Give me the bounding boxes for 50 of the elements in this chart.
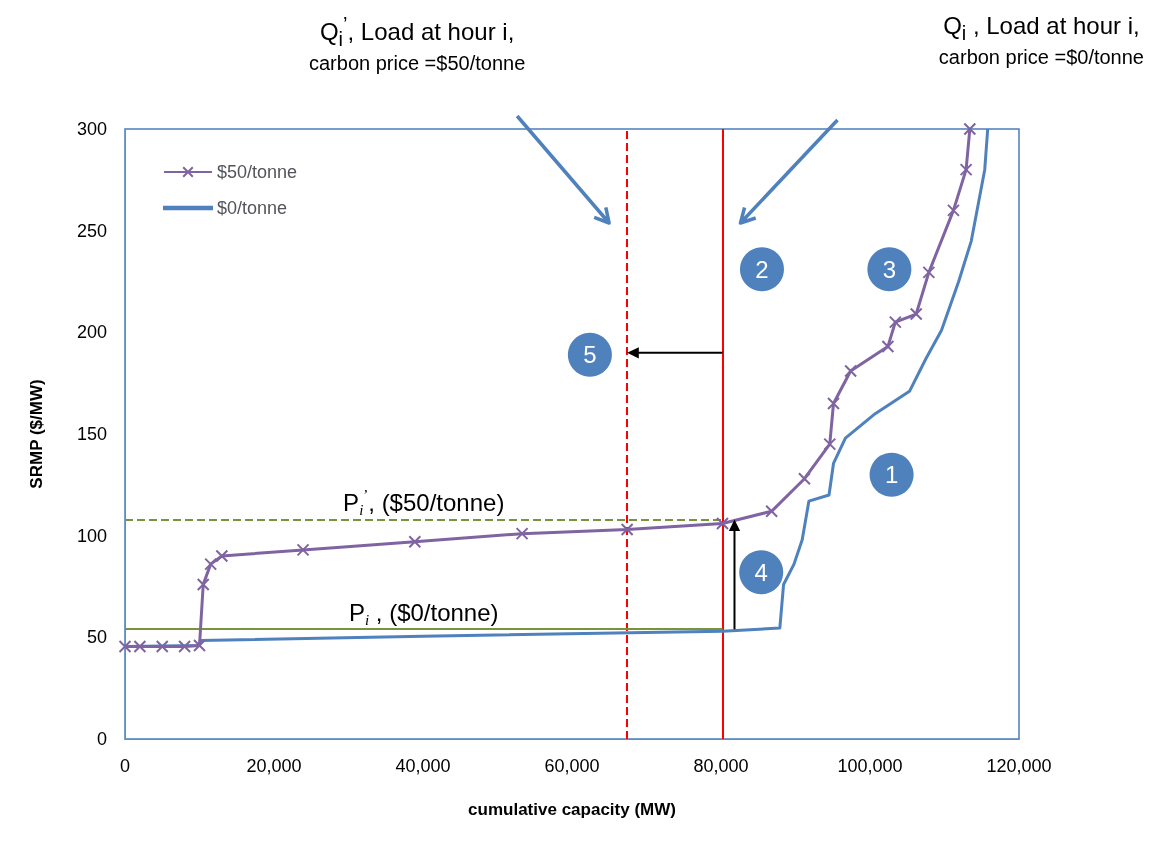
annotation: 5 bbox=[583, 341, 597, 369]
annotation: 3 bbox=[882, 255, 897, 283]
point bbox=[959, 163, 973, 177]
point bbox=[823, 437, 837, 451]
x-tick-label: 100,000 bbox=[837, 756, 903, 776]
point bbox=[946, 203, 960, 217]
point bbox=[922, 265, 936, 279]
text: Q$_{i}$$^{’}$, Load at hour i, carbon price =$50/tonne bbox=[308, 12, 527, 75]
point bbox=[215, 549, 229, 563]
point bbox=[888, 315, 902, 329]
x-tick-label: 40,000 bbox=[395, 756, 451, 776]
y-tick-label: 300 bbox=[76, 119, 107, 139]
point bbox=[797, 472, 811, 486]
point bbox=[765, 504, 779, 518]
point bbox=[844, 364, 858, 378]
point bbox=[620, 523, 634, 537]
y-tick-label: 200 bbox=[76, 322, 107, 343]
point bbox=[118, 639, 132, 653]
point bbox=[963, 122, 977, 136]
y-axis-title: SRMP ($/MW) bbox=[27, 379, 46, 489]
point bbox=[196, 577, 210, 591]
x-axis-title: cumulative capacity (MW) bbox=[468, 800, 676, 819]
annotation: 4 bbox=[754, 558, 768, 586]
point bbox=[133, 639, 147, 653]
point bbox=[296, 543, 310, 557]
point bbox=[715, 516, 729, 530]
y-tick-label: 250 bbox=[76, 220, 107, 241]
annotation: 1 bbox=[884, 461, 899, 489]
legend-label: $50/tonne bbox=[217, 162, 298, 182]
point bbox=[178, 639, 192, 653]
x-tick-label: 120,000 bbox=[986, 756, 1052, 776]
point bbox=[155, 639, 169, 653]
y-tick-label: 150 bbox=[76, 424, 107, 444]
x-tick-label: 60,000 bbox=[544, 756, 600, 776]
annotation: 2 bbox=[755, 255, 769, 283]
y-tick-label: 0 bbox=[96, 729, 107, 749]
x-tick-label: 20,000 bbox=[246, 756, 302, 776]
point bbox=[193, 638, 206, 652]
x-tick-label: 0 bbox=[119, 756, 131, 776]
point bbox=[826, 397, 840, 410]
point bbox=[408, 535, 422, 549]
point bbox=[909, 307, 923, 321]
legend-label: $0/tonne bbox=[217, 198, 288, 218]
x-tick-label: 80,000 bbox=[693, 756, 749, 776]
y-tick-label: 50 bbox=[86, 627, 107, 648]
point bbox=[515, 527, 529, 541]
point bbox=[881, 340, 895, 354]
point bbox=[204, 557, 218, 571]
y-tick-label: 100 bbox=[76, 525, 107, 546]
text: Q$_{i}$ , Load at hour i, carbon price =$0/tonne bbox=[938, 12, 1144, 69]
